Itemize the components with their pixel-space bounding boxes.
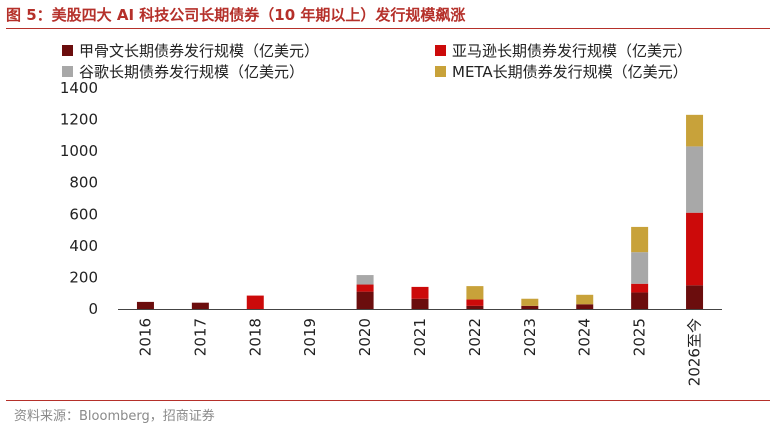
bar-segment — [466, 305, 484, 309]
y-tick-label: 400 — [69, 237, 98, 255]
bar-segment — [631, 252, 649, 284]
y-tick-label: 200 — [69, 268, 98, 286]
y-tick-label: 1400 — [60, 79, 98, 97]
x-tick-label: 2016 — [136, 318, 154, 356]
legend-item-google: 谷歌长期债券发行规模（亿美元） — [62, 61, 304, 82]
x-tick-label: 2024 — [576, 318, 594, 356]
bar-segment — [686, 114, 704, 147]
source-note: 资料来源：Bloomberg，招商证券 — [14, 409, 215, 424]
legend-swatch-google — [62, 66, 73, 77]
legend-label-amazon: 亚马逊长期债券发行规模（亿美元） — [452, 42, 693, 60]
x-tick-label: 2021 — [411, 318, 429, 356]
legend-label-oracle: 甲骨文长期债券发行规模（亿美元） — [79, 42, 320, 60]
x-tick-label: 2022 — [466, 318, 484, 356]
x-tick-label: 2017 — [191, 318, 209, 356]
bar-segment — [466, 286, 484, 300]
x-tick-label: 2019 — [301, 318, 319, 356]
bar-segment — [686, 146, 704, 213]
x-tick-label: 2020 — [356, 318, 374, 356]
y-tick-label: 1200 — [60, 111, 98, 129]
x-tick-label: 2023 — [521, 318, 539, 356]
bar-segment — [631, 226, 649, 253]
bar-segment — [576, 304, 594, 309]
figure-title: 图 5：美股四大 AI 科技公司长期债券（10 年期以上）发行规模飙涨 — [6, 6, 466, 24]
bar-segment — [576, 294, 594, 305]
x-tick-label: 2026至今 — [686, 318, 704, 386]
bar-segment — [411, 298, 429, 309]
y-tick-label: 600 — [69, 205, 98, 223]
bar-segment — [521, 305, 539, 309]
legend-swatch-oracle — [62, 45, 73, 56]
bar-segment — [466, 299, 484, 306]
bar-segment — [521, 298, 539, 306]
source-rule — [6, 400, 770, 401]
bar-segment — [191, 302, 209, 309]
bar-segment — [411, 286, 429, 299]
x-tick-label: 2025 — [631, 318, 649, 356]
legend-item-amazon: 亚马逊长期债券发行规模（亿美元） — [435, 40, 692, 61]
bar-segment — [356, 284, 374, 292]
bar-segment — [246, 295, 264, 309]
y-tick-label: 1000 — [60, 142, 98, 160]
y-tick-label: 0 — [88, 300, 98, 318]
title-rule — [6, 28, 770, 29]
bar-segment — [356, 291, 374, 309]
bar-segment — [686, 285, 704, 309]
legend-label-meta: META长期债券发行规模（亿美元） — [452, 63, 688, 81]
legend-item-oracle: 甲骨文长期债券发行规模（亿美元） — [62, 40, 319, 61]
bar-segment — [136, 301, 154, 309]
legend-swatch-amazon — [435, 45, 446, 56]
legend-item-meta: META长期债券发行规模（亿美元） — [435, 61, 688, 82]
bar-segment — [631, 283, 649, 293]
bar-segment — [686, 212, 704, 286]
legend-label-google: 谷歌长期债券发行规模（亿美元） — [79, 63, 305, 81]
bar-segment — [631, 292, 649, 309]
x-tick-label: 2018 — [246, 318, 264, 356]
bar-segment — [356, 275, 374, 285]
y-tick-label: 800 — [69, 174, 98, 192]
legend-swatch-meta — [435, 66, 446, 77]
